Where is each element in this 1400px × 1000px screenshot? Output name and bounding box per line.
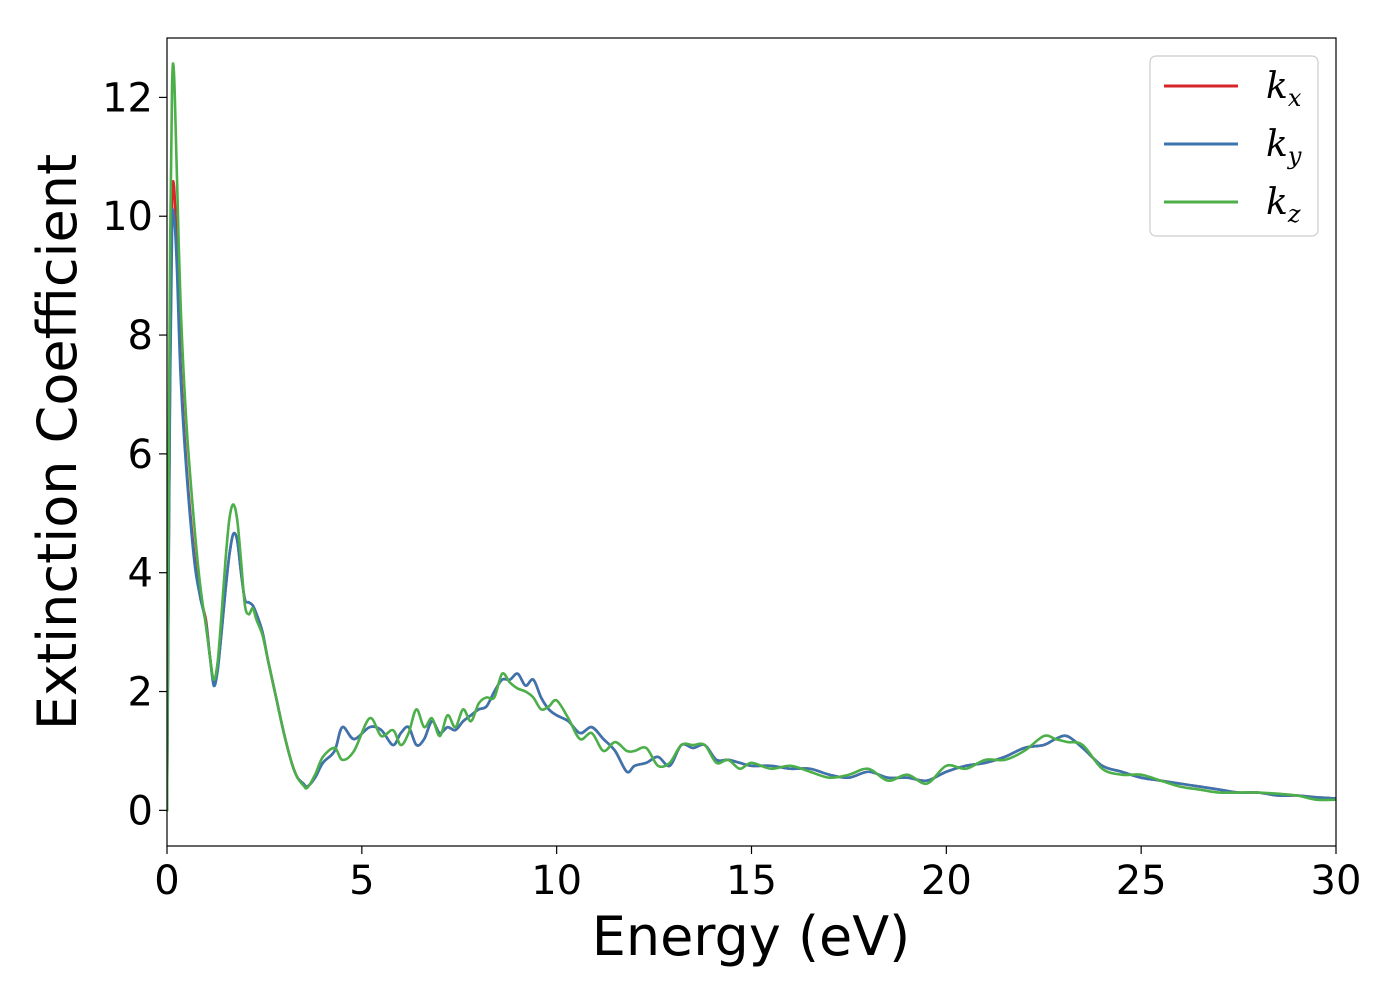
y-tick-label: 4 — [128, 551, 153, 597]
x-tick-label: 10 — [531, 858, 582, 904]
x-axis: 0 5 10 15 20 25 30 — [154, 846, 1361, 904]
y-axis: 0 2 4 6 8 10 12 — [102, 75, 167, 834]
x-tick-label: 20 — [921, 858, 972, 904]
y-axis-title: Extinction Coefficient — [26, 154, 89, 730]
y-tick-label: 0 — [128, 788, 153, 834]
x-tick-label: 25 — [1116, 858, 1167, 904]
series-line-kz — [167, 62, 1336, 812]
x-tick-label: 0 — [154, 858, 179, 904]
x-tick-label: 15 — [726, 858, 777, 904]
y-tick-label: 2 — [128, 670, 153, 716]
x-tick-label: 30 — [1311, 858, 1362, 904]
x-tick-label: 5 — [349, 858, 374, 904]
y-tick-label: 6 — [128, 432, 153, 478]
legend-frame — [1149, 55, 1319, 237]
y-tick-label: 10 — [102, 194, 153, 240]
y-tick-label: 12 — [102, 75, 153, 121]
series-layer — [167, 62, 1336, 812]
y-tick-label: 8 — [128, 313, 153, 359]
x-axis-title: Energy (eV) — [592, 905, 911, 968]
